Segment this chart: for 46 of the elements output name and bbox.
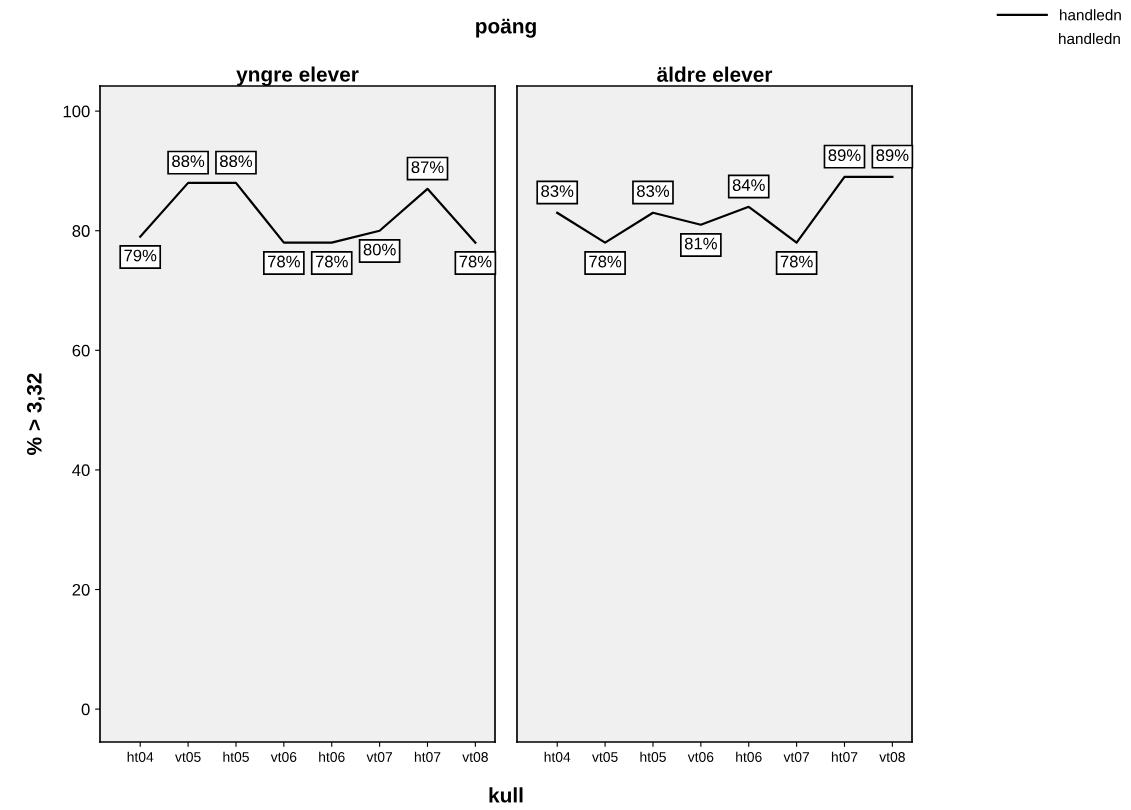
chart-title: äldre elever — [657, 66, 773, 82]
data-label: 78% — [780, 255, 813, 268]
x-tick-label: vt06 — [270, 752, 297, 762]
data-label: 88% — [172, 155, 205, 168]
x-tick-label: vt07 — [783, 752, 810, 762]
data-label: 89% — [876, 149, 909, 162]
data-label: 83% — [541, 185, 574, 197]
y-axis-title: % > 3,32 — [26, 373, 45, 455]
x-tick-label: vt05 — [175, 752, 201, 762]
y-tick-label: 100 — [63, 105, 90, 118]
y-tick-label: 40 — [72, 464, 90, 477]
text: kull — [489, 787, 523, 803]
y-tick-label: 20 — [72, 583, 90, 596]
x-tick-label: ht05 — [640, 751, 666, 762]
data-label: 80% — [363, 243, 396, 256]
x-tick-label: vt08 — [879, 752, 905, 762]
x-tick-label: vt05 — [592, 752, 618, 762]
y-tick-label: 60 — [72, 344, 90, 357]
x-tick-label: ht04 — [127, 751, 154, 762]
data-label: 78% — [589, 255, 622, 268]
data-label: 83% — [637, 185, 670, 197]
x-tick-label: ht05 — [223, 751, 249, 762]
x-tick-label: vt06 — [687, 752, 714, 762]
data-label: 89% — [828, 149, 861, 162]
x-tick-label: ht07 — [414, 751, 441, 762]
x-tick-label: ht04 — [544, 751, 571, 762]
data-label: 79% — [124, 249, 157, 262]
y-tick-label: 0 — [81, 703, 90, 716]
text: handledn — [1059, 32, 1120, 45]
data-label: 78% — [459, 255, 492, 268]
text: poäng — [476, 18, 536, 38]
data-label: 81% — [684, 237, 717, 250]
data-label: 87% — [411, 161, 444, 174]
chart-title: yngre elever — [236, 66, 359, 86]
x-tick-label: ht07 — [831, 751, 858, 762]
x-tick-label: ht06 — [736, 751, 762, 762]
x-tick-label: vt08 — [462, 752, 488, 762]
y-tick-label: 80 — [72, 225, 90, 237]
x-tick-label: vt07 — [366, 752, 393, 762]
data-label: 78% — [268, 255, 300, 268]
x-tick-label: ht06 — [319, 751, 345, 762]
legend-label: handledn — [1060, 9, 1121, 21]
line-series — [139, 181, 477, 244]
data-label: 84% — [732, 179, 765, 191]
data-label: 88% — [220, 155, 253, 168]
data-label: 78% — [315, 255, 348, 268]
